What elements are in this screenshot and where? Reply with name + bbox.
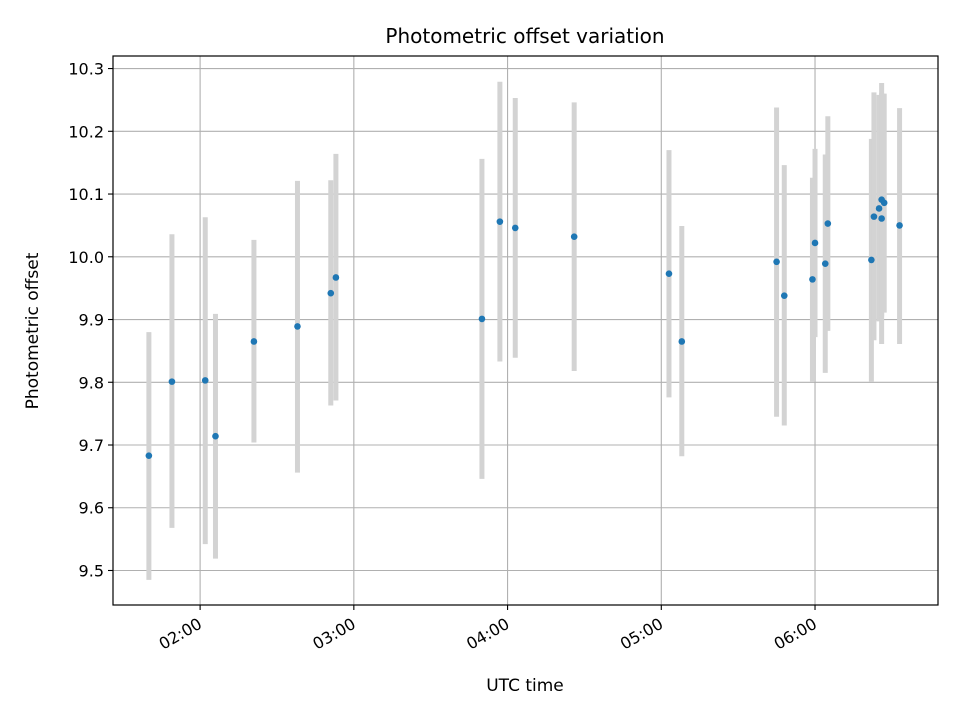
data-point bbox=[496, 218, 504, 225]
data-point bbox=[875, 205, 883, 212]
y-tick-label: 9.9 bbox=[79, 311, 104, 330]
data-point bbox=[168, 378, 176, 385]
data-point bbox=[250, 338, 258, 345]
y-tick-label: 10.3 bbox=[68, 60, 104, 79]
x-axis-title: UTC time bbox=[486, 676, 564, 696]
y-axis-title: Photometric offset bbox=[23, 252, 43, 409]
data-point bbox=[294, 323, 301, 330]
data-point bbox=[780, 292, 788, 299]
y-tick-label: 10.0 bbox=[68, 248, 104, 267]
data-point bbox=[809, 276, 816, 283]
data-point bbox=[212, 432, 219, 440]
data-point bbox=[870, 213, 878, 220]
data-point bbox=[773, 258, 780, 266]
y-axis-ticks: 9.5 9.6 9.7 9.8 9.9 10.0 10.1 10.2 10.3 bbox=[68, 60, 113, 580]
data-point bbox=[478, 315, 486, 323]
data-point bbox=[145, 452, 153, 459]
data-point bbox=[878, 215, 885, 222]
data-point bbox=[570, 233, 578, 240]
y-tick-label: 10.2 bbox=[68, 122, 104, 141]
chart-title: Photometric offset variation bbox=[385, 24, 664, 48]
y-tick-label: 9.7 bbox=[79, 436, 104, 455]
y-tick-label: 10.1 bbox=[68, 185, 104, 204]
data-point bbox=[332, 274, 340, 281]
data-point bbox=[327, 289, 335, 297]
data-point bbox=[880, 199, 888, 207]
y-tick-label: 9.6 bbox=[79, 499, 104, 518]
data-point bbox=[511, 224, 519, 232]
y-tick-label: 9.8 bbox=[79, 373, 104, 392]
data-point bbox=[678, 338, 686, 345]
data-point bbox=[824, 220, 832, 227]
data-point bbox=[896, 222, 903, 229]
grid bbox=[113, 56, 938, 605]
plot-frame bbox=[112, 55, 939, 606]
data-point bbox=[811, 239, 819, 247]
data-point bbox=[665, 270, 673, 278]
data-point bbox=[821, 260, 829, 267]
data-point bbox=[201, 377, 209, 384]
data-points bbox=[145, 196, 903, 459]
data-point bbox=[868, 256, 875, 264]
y-tick-label: 9.5 bbox=[79, 561, 104, 580]
